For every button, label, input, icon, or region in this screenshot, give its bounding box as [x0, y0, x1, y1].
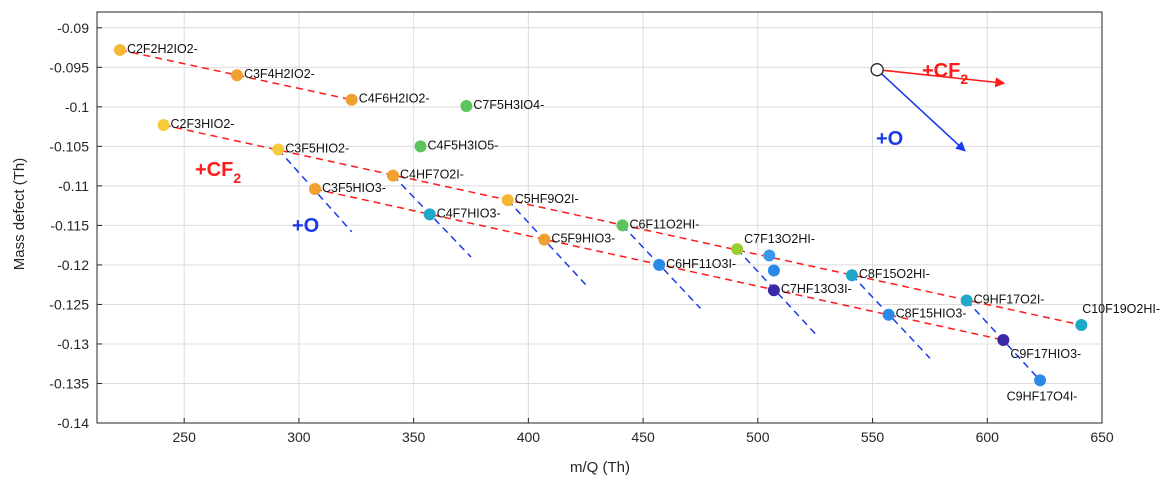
o-vector-label: +O — [876, 128, 903, 150]
point-label: C5F9HIO3- — [551, 232, 615, 246]
x-axis-title: m/Q (Th) — [570, 459, 630, 476]
y-tick-label: -0.125 — [49, 296, 89, 312]
point-label: C3F5HIO3- — [322, 181, 386, 195]
point-label: C2F2H2IO2- — [127, 42, 198, 56]
x-tick-label: 450 — [631, 429, 655, 445]
o-annotation: +O — [292, 215, 319, 237]
data-point — [308, 183, 321, 196]
point-label: C4F7HIO3- — [437, 206, 501, 220]
point-label: C6HF11O3I- — [666, 257, 736, 271]
data-point — [157, 119, 170, 132]
point-label: C5HF9O2I- — [515, 192, 579, 206]
point-label: C9HF17O4I- — [1007, 389, 1078, 403]
y-tick-label: -0.115 — [50, 217, 89, 233]
o-trend-line — [851, 274, 931, 359]
point-label: C8F15O2HI- — [859, 267, 930, 281]
y-tick-label: -0.14 — [57, 415, 89, 431]
data-point — [501, 194, 514, 207]
point-label: C4HF7O2I- — [400, 168, 464, 182]
data-point — [272, 143, 285, 156]
point-labels: C2F2H2IO2- C3F4H2IO2- C4F6H2IO2- C7F5H3IO4-… — [127, 42, 1160, 403]
point-label: C4F6H2IO2- — [359, 92, 430, 106]
y-tick-label: -0.12 — [57, 257, 89, 273]
grid — [97, 12, 1103, 424]
data-point — [414, 140, 427, 153]
data-point — [763, 249, 776, 262]
cf2-annotation: +CF2 — [195, 159, 241, 186]
o-vector-arrow — [876, 69, 966, 152]
o-trend-line — [392, 175, 472, 258]
data-point — [845, 269, 858, 282]
point-label: C3F4H2IO2- — [244, 67, 315, 81]
data-point — [538, 233, 551, 246]
y-tick-label: -0.1 — [65, 99, 89, 115]
point-label: C3F5HIO2- — [285, 142, 349, 156]
data-point — [616, 219, 629, 232]
data-point — [767, 284, 780, 297]
point-label: C4F5H3IO5- — [428, 138, 499, 152]
y-tick-label: -0.09 — [57, 20, 89, 36]
data-point — [731, 243, 744, 256]
data-point — [767, 264, 780, 277]
point-label: C7F5H3IO4- — [473, 98, 544, 112]
cf2-vector-label: +CF2 — [922, 60, 968, 87]
y-tick-label: -0.13 — [57, 336, 89, 352]
point-label: C8F15HIO3- — [896, 307, 967, 321]
cf2-trend-line — [119, 49, 352, 101]
point-label: C2F3HIO2- — [171, 117, 235, 131]
data-points — [113, 43, 1088, 387]
x-tick-label: 650 — [1090, 429, 1114, 445]
data-point — [113, 43, 126, 56]
data-point — [345, 93, 358, 106]
data-point — [423, 208, 436, 221]
data-point — [1034, 374, 1047, 387]
axes: 250 300 350 400 450 500 550 600 650 -0.09 -0.095 -0… — [49, 20, 1114, 445]
data-point — [1075, 318, 1088, 331]
data-point — [882, 308, 895, 321]
o-trend-line — [277, 149, 353, 233]
x-tick-label: 550 — [861, 429, 885, 445]
data-point — [960, 294, 973, 307]
x-tick-label: 250 — [173, 429, 197, 445]
point-label: C7F13O2HI- — [744, 232, 815, 246]
point-label: C9F17HIO3- — [1010, 347, 1081, 361]
y-tick-label: -0.11 — [58, 178, 89, 194]
cf2-vector-arrow — [877, 68, 1006, 88]
data-point — [386, 169, 399, 182]
x-tick-label: 350 — [402, 429, 426, 445]
x-tick-label: 300 — [287, 429, 311, 445]
annotations: +CF2 +O +CF2 +O — [195, 60, 1006, 237]
point-label: C10F19O2HI- — [1082, 302, 1160, 316]
legend-vectors: +CF2 +O — [870, 60, 1006, 152]
trend-lines — [119, 49, 1082, 381]
vector-origin-marker — [870, 63, 884, 77]
y-tick-label: -0.095 — [49, 59, 89, 75]
x-tick-label: 400 — [517, 429, 541, 445]
data-point — [460, 100, 473, 113]
point-label: C7HF13O3I- — [781, 282, 852, 296]
y-axis-title: Mass defect (Th) — [11, 158, 28, 271]
y-tick-label: -0.135 — [49, 375, 89, 391]
x-tick-label: 600 — [976, 429, 1000, 445]
point-label: C6F11O2HI- — [629, 217, 699, 231]
data-point — [653, 258, 666, 271]
plot-frame — [96, 11, 1103, 424]
point-label: C9HF17O2I- — [974, 292, 1045, 306]
x-tick-label: 500 — [746, 429, 770, 445]
o-trend-line — [621, 224, 702, 309]
y-tick-label: -0.105 — [49, 138, 89, 154]
data-point — [997, 334, 1010, 347]
data-point — [230, 69, 243, 82]
